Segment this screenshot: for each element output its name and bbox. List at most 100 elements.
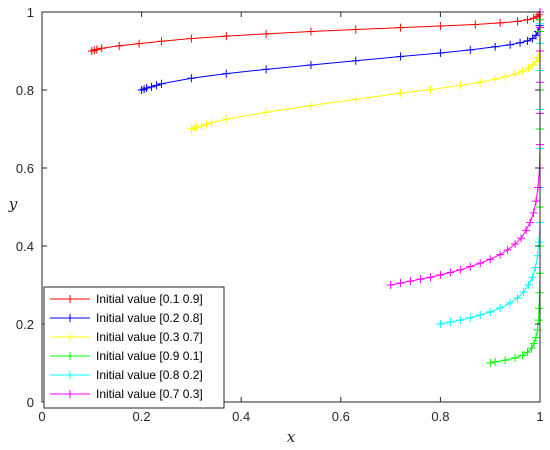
legend-marker xyxy=(66,390,74,398)
data-point xyxy=(466,313,475,322)
data-point xyxy=(426,85,435,94)
axis-layer: 0 0.2 0.4 0.6 0.8 1 0 0.2 0.4 0.6 0.8 1 xyxy=(16,5,544,424)
data-point xyxy=(436,48,445,57)
data-point xyxy=(135,39,144,48)
data-point xyxy=(157,37,166,46)
data-point xyxy=(471,20,480,29)
data-point xyxy=(532,31,541,40)
y-tick-label: 0.4 xyxy=(16,239,34,254)
y-tick-label: 1 xyxy=(27,5,34,20)
data-point xyxy=(262,29,271,38)
data-point xyxy=(456,265,465,274)
legend-label: Initial value [0.2 0.8] xyxy=(96,311,203,325)
data-point xyxy=(222,115,231,124)
data-point xyxy=(503,245,512,254)
data-point xyxy=(262,108,271,117)
data-point xyxy=(511,240,520,249)
data-point xyxy=(466,45,475,54)
data-point xyxy=(396,52,405,61)
data-point xyxy=(222,32,231,41)
series-1 xyxy=(87,8,544,55)
data-point xyxy=(187,74,196,83)
data-point xyxy=(192,123,201,132)
data-point xyxy=(476,78,485,87)
legend-box xyxy=(43,286,225,409)
data-point xyxy=(197,121,206,130)
x-axis-label: x xyxy=(287,428,296,446)
data-point xyxy=(524,64,533,73)
data-point xyxy=(386,281,395,289)
data-point xyxy=(496,250,505,259)
data-point xyxy=(501,72,510,81)
data-point xyxy=(436,320,445,328)
data-point xyxy=(396,89,405,98)
data-point xyxy=(147,82,156,91)
data-point xyxy=(529,14,538,23)
legend-marker xyxy=(66,352,74,360)
data-point xyxy=(202,120,211,129)
data-point xyxy=(523,348,532,357)
data-point xyxy=(476,259,485,268)
data-point xyxy=(524,281,533,289)
legend-label: Initial value [0.8 0.2] xyxy=(96,368,203,382)
data-point xyxy=(506,298,515,307)
x-tick-label: 0.6 xyxy=(332,409,350,424)
y-axis-label: y xyxy=(8,195,18,213)
data-point xyxy=(528,273,537,282)
legend-label: Initial value [0.1 0.9] xyxy=(96,292,203,306)
data-point xyxy=(526,218,535,227)
data-point xyxy=(456,316,465,325)
legend-marker xyxy=(66,295,74,303)
data-point xyxy=(466,262,475,271)
legend-entry: Initial value [0.9 0.1] xyxy=(50,349,203,363)
data-point xyxy=(534,316,543,325)
data-point xyxy=(531,263,540,272)
data-point xyxy=(486,307,495,316)
data-point xyxy=(436,270,445,279)
data-point xyxy=(396,279,405,288)
legend: Initial value [0.1 0.9] Initial value [0.… xyxy=(43,286,225,409)
data-point xyxy=(97,44,106,53)
data-point xyxy=(496,18,505,27)
data-point xyxy=(535,304,544,313)
data-point xyxy=(142,84,151,93)
data-point xyxy=(306,101,315,110)
legend-entry: Initial value [0.8 0.2] xyxy=(50,368,203,382)
x-tick-label: 0.4 xyxy=(232,409,250,424)
data-point xyxy=(476,311,485,320)
data-point xyxy=(506,40,515,49)
data-point xyxy=(486,255,495,264)
x-tick-label: 1 xyxy=(536,409,543,424)
data-point xyxy=(535,238,544,247)
data-point xyxy=(426,273,435,282)
data-point xyxy=(501,356,510,365)
data-point xyxy=(513,17,522,26)
y-tick-label: 0.2 xyxy=(16,317,34,332)
data-point xyxy=(532,333,541,342)
data-point xyxy=(523,36,532,45)
data-point xyxy=(187,34,196,43)
data-point xyxy=(262,65,271,74)
data-point xyxy=(513,293,522,302)
data-point xyxy=(518,351,527,360)
data-point xyxy=(534,53,543,62)
legend-marker xyxy=(66,371,74,379)
legend-label: Initial value [0.9 0.1] xyxy=(96,349,203,363)
legend-entry: Initial value [0.3 0.7] xyxy=(50,330,203,344)
data-point xyxy=(530,339,539,348)
data-point xyxy=(306,27,315,36)
data-point xyxy=(491,357,500,366)
data-point xyxy=(511,353,520,362)
x-tick-label: 0.2 xyxy=(133,409,151,424)
data-point xyxy=(496,304,505,313)
data-point xyxy=(529,208,538,217)
data-point xyxy=(306,61,315,70)
data-point xyxy=(446,318,455,327)
legend-entry: Initial value [0.1 0.9] xyxy=(50,292,203,306)
data-point xyxy=(511,70,520,79)
legend-marker xyxy=(66,314,74,322)
legend-entry: Initial value [0.2 0.8] xyxy=(50,311,203,325)
data-point xyxy=(351,56,360,65)
data-point xyxy=(92,45,101,54)
